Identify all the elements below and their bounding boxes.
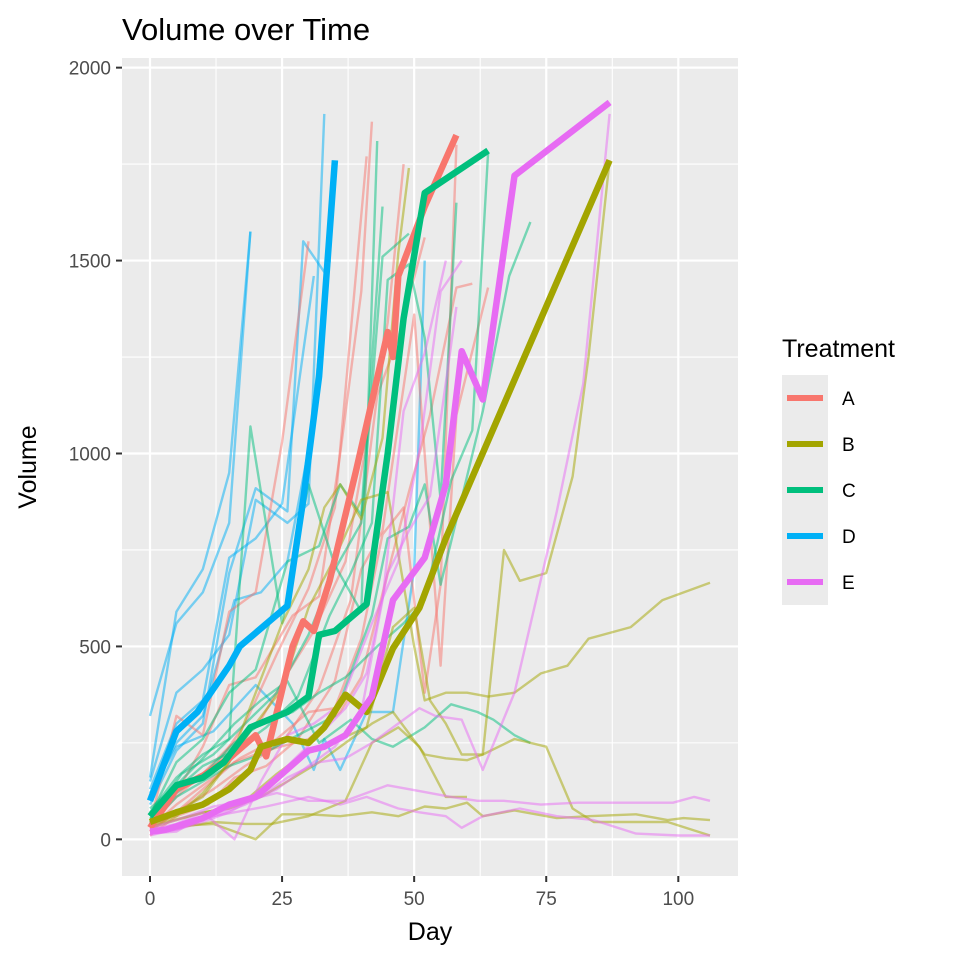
legend-label-d: D <box>842 527 856 548</box>
x-tick-label: 25 <box>272 889 293 910</box>
legend-label-e: E <box>842 573 855 594</box>
legend-label-c: C <box>842 481 856 502</box>
x-tick-label: 75 <box>536 889 557 910</box>
y-tick-label: 0 <box>100 830 111 851</box>
individual-line-b <box>149 726 467 831</box>
series-line-b <box>148 159 613 826</box>
chart-title: Volume over Time <box>122 12 370 47</box>
x-axis-title: Day <box>408 918 453 946</box>
individual-line-c <box>149 140 379 814</box>
individual-line-d <box>148 275 315 790</box>
x-axis: 0 25 50 75 100 <box>145 876 694 910</box>
y-tick-label: 2000 <box>69 59 111 80</box>
individual-line-c <box>149 221 532 825</box>
individual-line-e <box>149 259 463 841</box>
x-tick-label: 50 <box>404 889 425 910</box>
legend-title: Treatment <box>782 335 895 363</box>
individual-line-c <box>149 152 490 819</box>
y-tick-label: 1500 <box>69 252 111 273</box>
legend-label-a: A <box>842 389 855 410</box>
x-tick-label: 100 <box>662 889 694 910</box>
individual-line-e <box>149 795 710 837</box>
series-line-d <box>146 160 339 802</box>
individual-line-d <box>148 231 252 778</box>
y-tick-label: 500 <box>79 637 111 658</box>
mean-lines <box>146 99 613 835</box>
legend: Treatment A B C D E <box>782 335 895 605</box>
series-line-e <box>149 99 612 835</box>
individual-line-b <box>149 801 711 841</box>
individual-line-d <box>148 231 252 717</box>
y-tick-label: 1000 <box>69 444 111 465</box>
y-axis: 0 500 1000 1500 2000 <box>69 59 122 851</box>
series-line-c <box>147 147 490 819</box>
individual-line-b <box>149 167 411 826</box>
legend-label-b: B <box>842 435 855 456</box>
x-tick-label: 0 <box>145 889 156 910</box>
individual-line-c <box>149 202 458 823</box>
y-axis-title: Volume <box>14 425 42 508</box>
individual-line-a <box>148 241 310 825</box>
